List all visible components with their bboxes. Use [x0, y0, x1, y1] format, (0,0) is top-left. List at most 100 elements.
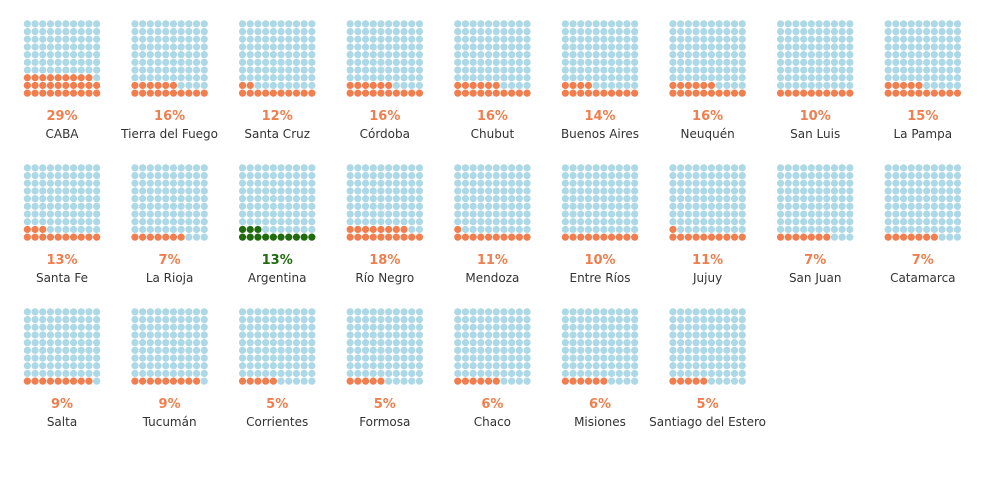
empty-dot — [776, 179, 785, 187]
empty-dot — [899, 51, 908, 59]
empty-dot — [400, 323, 408, 331]
empty-dot — [723, 315, 731, 324]
empty-dot — [930, 43, 938, 51]
empty-dot — [354, 27, 362, 36]
empty-dot — [484, 27, 493, 36]
empty-dot — [899, 164, 908, 172]
empty-dot — [254, 323, 262, 331]
empty-dot — [508, 323, 516, 331]
empty-dot — [600, 218, 608, 226]
empty-dot — [615, 66, 623, 74]
empty-dot — [31, 323, 39, 331]
empty-dot — [361, 27, 370, 36]
empty-dot — [169, 179, 178, 187]
empty-dot — [162, 35, 170, 43]
empty-dot — [285, 362, 293, 370]
empty-dot — [285, 164, 293, 172]
empty-dot — [508, 81, 516, 90]
empty-dot — [500, 74, 508, 82]
empty-dot — [23, 339, 31, 347]
empty-dot — [738, 81, 746, 90]
empty-dot — [784, 171, 792, 180]
empty-dot — [169, 315, 178, 324]
empty-dot — [77, 346, 85, 354]
empty-dot — [730, 195, 739, 203]
empty-dot — [600, 35, 608, 43]
empty-dot — [561, 315, 569, 324]
empty-dot — [385, 171, 393, 180]
empty-dot — [177, 225, 185, 234]
empty-dot — [830, 66, 839, 74]
empty-dot — [830, 171, 839, 180]
filled-dot — [492, 233, 500, 241]
empty-dot — [154, 202, 162, 210]
empty-dot — [592, 369, 600, 378]
filled-dot — [238, 377, 247, 385]
empty-dot — [677, 51, 685, 59]
empty-dot — [515, 58, 523, 66]
empty-dot — [623, 331, 631, 339]
filled-dot — [577, 89, 585, 97]
empty-dot — [623, 179, 631, 187]
filled-dot — [692, 233, 700, 241]
empty-dot — [738, 66, 746, 74]
empty-dot — [692, 164, 700, 172]
empty-dot — [146, 51, 154, 59]
empty-dot — [892, 51, 900, 59]
empty-dot — [569, 346, 577, 354]
empty-dot — [392, 20, 400, 28]
empty-dot — [800, 81, 808, 90]
empty-dot — [254, 35, 262, 43]
filled-dot — [492, 89, 500, 97]
empty-dot — [846, 74, 854, 82]
empty-dot — [607, 35, 616, 43]
empty-dot — [146, 35, 154, 43]
empty-dot — [953, 218, 962, 226]
empty-dot — [807, 187, 815, 195]
empty-dot — [492, 51, 500, 59]
empty-dot — [607, 369, 616, 378]
empty-dot — [262, 43, 270, 51]
filled-dot — [361, 233, 370, 241]
empty-dot — [623, 315, 631, 324]
empty-dot — [262, 315, 270, 324]
percent-label: 18% — [369, 253, 400, 268]
empty-dot — [492, 315, 500, 324]
empty-dot — [192, 81, 201, 90]
empty-dot — [69, 164, 78, 172]
filled-dot — [915, 89, 923, 97]
filled-dot — [269, 89, 277, 97]
empty-dot — [262, 346, 270, 354]
empty-dot — [93, 218, 101, 226]
empty-dot — [415, 74, 424, 82]
filled-dot — [46, 89, 55, 97]
empty-dot — [692, 179, 700, 187]
empty-dot — [461, 74, 470, 82]
empty-dot — [23, 164, 31, 172]
empty-dot — [277, 81, 285, 90]
empty-dot — [308, 164, 316, 172]
empty-dot — [492, 179, 500, 187]
empty-dot — [177, 27, 185, 36]
empty-dot — [892, 74, 900, 82]
empty-dot — [776, 43, 785, 51]
empty-dot — [285, 210, 293, 218]
empty-dot — [561, 43, 569, 51]
empty-dot — [615, 43, 623, 51]
empty-dot — [69, 51, 78, 59]
empty-dot — [46, 308, 55, 316]
empty-dot — [392, 66, 400, 74]
filled-dot — [131, 377, 139, 385]
empty-dot — [69, 315, 78, 324]
empty-dot — [884, 187, 892, 195]
empty-dot — [400, 308, 408, 316]
empty-dot — [469, 27, 477, 36]
empty-dot — [454, 308, 462, 316]
empty-dot — [776, 35, 785, 43]
empty-dot — [607, 74, 616, 82]
empty-dot — [300, 81, 308, 90]
empty-dot — [723, 339, 731, 347]
empty-dot — [54, 369, 62, 378]
empty-dot — [346, 20, 354, 28]
empty-dot — [700, 58, 708, 66]
